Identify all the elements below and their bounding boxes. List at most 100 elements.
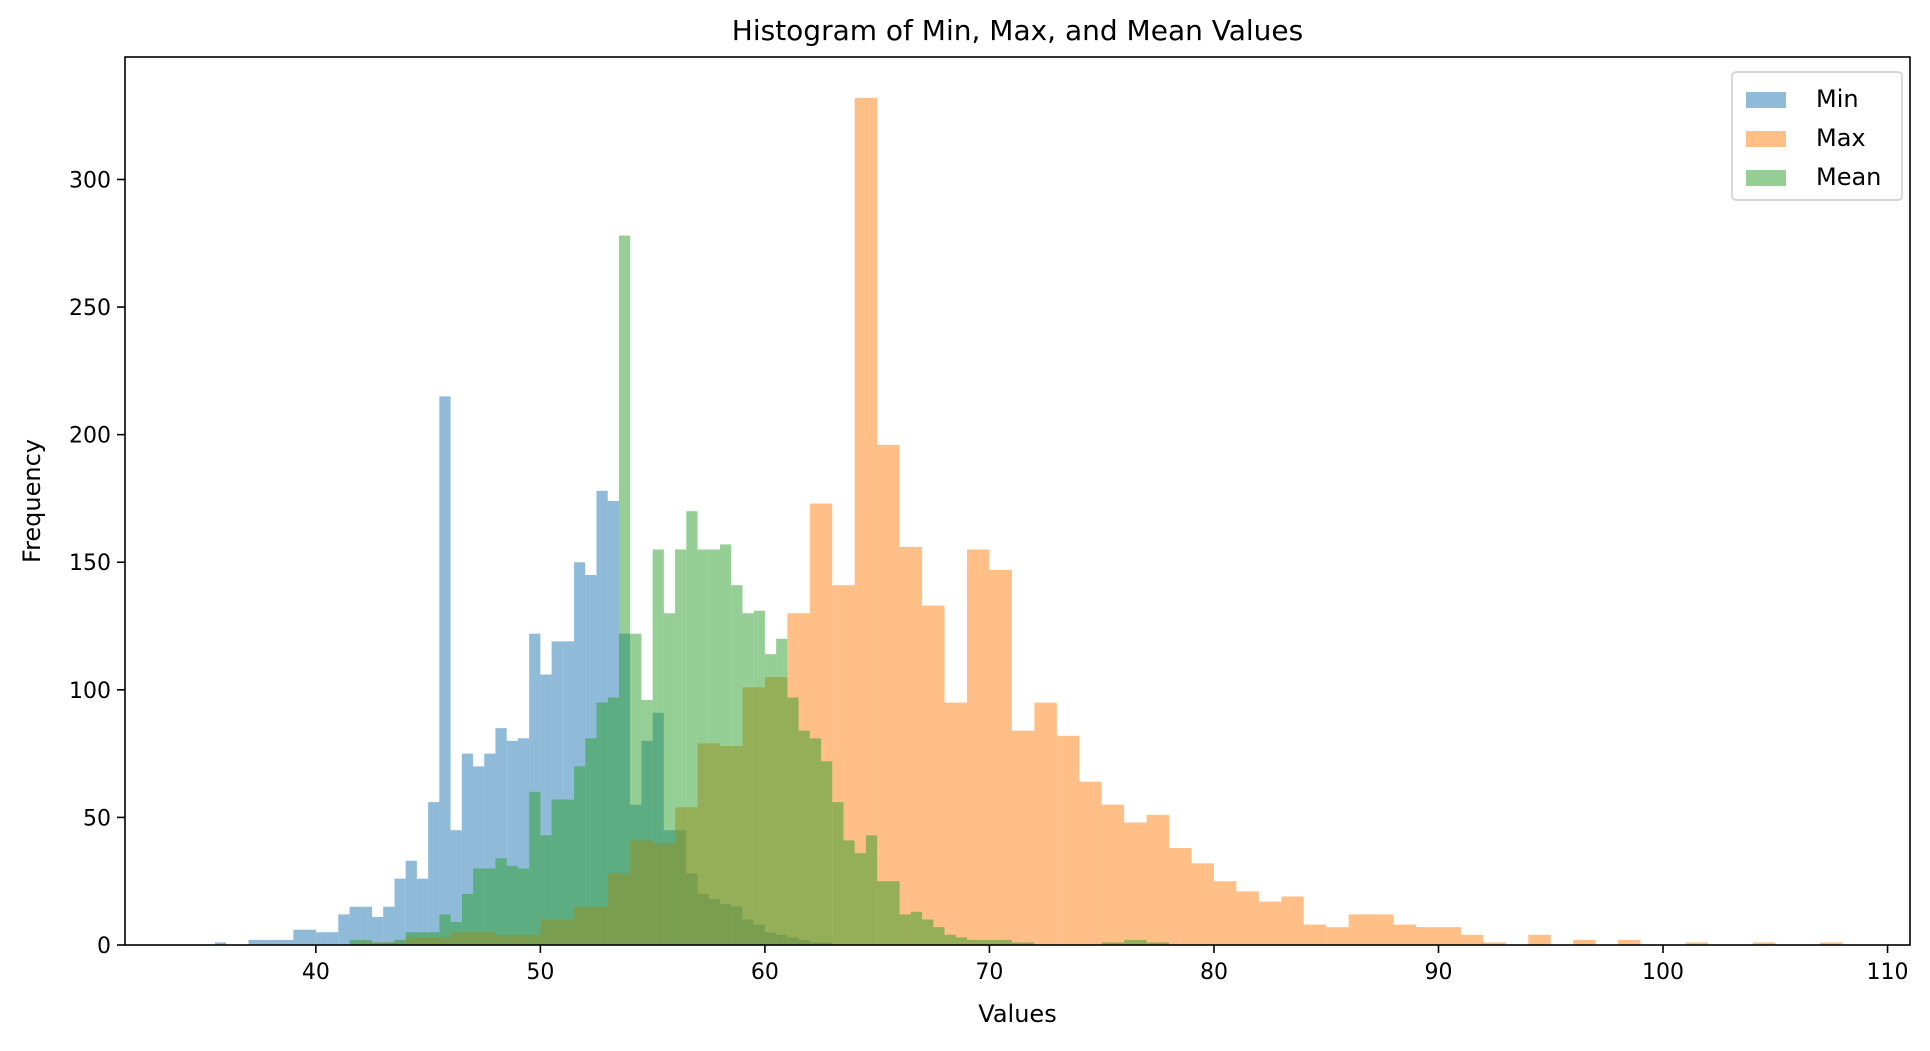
histogram-bar-max bbox=[1101, 804, 1125, 945]
histogram-bar-mean bbox=[888, 881, 900, 945]
histogram-bar-min bbox=[214, 942, 227, 945]
histogram-bar-min bbox=[562, 641, 575, 945]
histogram-bar-max bbox=[1438, 927, 1461, 945]
histogram-bar-mean bbox=[484, 868, 496, 945]
histogram-bar-max bbox=[1258, 901, 1282, 945]
histogram-bar-min bbox=[327, 932, 339, 945]
histogram-bar-mean bbox=[854, 853, 866, 945]
y-tick-label: 0 bbox=[97, 934, 111, 959]
x-tick-label: 40 bbox=[302, 960, 330, 985]
histogram-bar-max bbox=[1056, 735, 1080, 945]
histogram-bar-max bbox=[1528, 934, 1551, 945]
histogram-bar-mean bbox=[877, 881, 889, 945]
histogram-bar-mean bbox=[821, 761, 833, 945]
histogram-bar-max bbox=[1124, 822, 1147, 945]
histogram-bar-mean bbox=[708, 549, 720, 945]
histogram-bar-mean bbox=[473, 868, 485, 945]
histogram-bar-max bbox=[989, 569, 1012, 945]
histogram-bar-min bbox=[394, 878, 406, 945]
histogram-bar-mean bbox=[394, 939, 406, 945]
histogram-bar-mean bbox=[933, 927, 945, 945]
histogram-bar-max bbox=[966, 549, 990, 945]
histogram-bar-min bbox=[461, 753, 474, 945]
legend-swatch-mean bbox=[1746, 170, 1786, 186]
chart-title: Histogram of Min, Max, and Mean Values bbox=[732, 14, 1303, 47]
histogram-bar-min bbox=[293, 929, 316, 945]
histogram-bar-max bbox=[1371, 914, 1394, 945]
histogram-bar-mean bbox=[562, 799, 575, 945]
histogram-bar-max bbox=[1303, 924, 1327, 945]
y-tick-label: 200 bbox=[69, 424, 111, 449]
histogram-bar-max bbox=[1191, 863, 1214, 945]
legend-label-min: Min bbox=[1816, 85, 1859, 113]
histogram-bar-mean bbox=[574, 766, 586, 945]
histogram-bar-mean bbox=[618, 235, 631, 945]
histogram-bar-min bbox=[517, 738, 530, 945]
histogram-bar-mean bbox=[585, 738, 597, 945]
histogram-bar-mean bbox=[989, 939, 1012, 945]
histogram-bar-max bbox=[877, 444, 900, 945]
histogram-bar-min bbox=[349, 906, 361, 945]
histogram-bar-min bbox=[383, 906, 395, 945]
x-tick-label: 60 bbox=[751, 960, 779, 985]
x-tick-label: 70 bbox=[975, 960, 1003, 985]
x-tick-label: 90 bbox=[1424, 960, 1452, 985]
legend-label-max: Max bbox=[1816, 124, 1866, 152]
legend-swatch-min bbox=[1746, 92, 1786, 108]
histogram-bar-min bbox=[270, 939, 294, 945]
histogram-bar-max bbox=[1460, 934, 1484, 945]
y-axis-label: Frequency bbox=[18, 439, 46, 563]
histogram-bar-max bbox=[1573, 939, 1596, 945]
histogram-bar-mean bbox=[450, 922, 462, 945]
histogram-bar-mean bbox=[753, 610, 765, 945]
histogram-bar-mean bbox=[349, 939, 372, 945]
histogram-bar-mean bbox=[720, 544, 732, 945]
histogram-bar-mean bbox=[540, 835, 552, 945]
histogram-bar-max bbox=[1034, 702, 1057, 945]
legend-swatch-max bbox=[1746, 131, 1786, 147]
histogram-bar-min bbox=[529, 633, 541, 945]
histogram-bar-mean bbox=[922, 919, 934, 945]
histogram-bar-mean bbox=[899, 914, 911, 945]
histogram-bar-min bbox=[405, 860, 417, 945]
histogram-bar-min bbox=[473, 766, 485, 945]
y-tick-label: 250 bbox=[69, 296, 111, 321]
histogram-bar-mean bbox=[843, 840, 855, 945]
histogram-bar-mean bbox=[787, 697, 799, 945]
x-tick-label: 50 bbox=[526, 960, 554, 985]
histogram-bar-mean bbox=[742, 613, 754, 945]
histogram-bar-mean bbox=[686, 511, 698, 945]
histogram-bar-min bbox=[315, 932, 328, 945]
histogram-bar-mean bbox=[439, 914, 451, 945]
histogram-bar-max bbox=[1079, 781, 1102, 945]
histogram-bar-mean bbox=[798, 730, 810, 945]
x-axis-label: Values bbox=[978, 1000, 1056, 1028]
histogram-bar-min bbox=[248, 939, 271, 945]
histogram-bar-mean bbox=[663, 613, 676, 945]
histogram-bar-mean bbox=[371, 942, 395, 945]
histogram-bar-max bbox=[1416, 927, 1439, 945]
histogram-bar-max bbox=[1393, 924, 1417, 945]
histogram-bar-mean bbox=[652, 549, 664, 945]
legend: Min Max Mean bbox=[1731, 71, 1903, 201]
histogram-bar-min bbox=[574, 562, 586, 945]
histogram-bar-mean bbox=[495, 858, 507, 945]
histogram-bar-min bbox=[439, 396, 451, 946]
legend-label-mean: Mean bbox=[1816, 163, 1881, 191]
histogram-bar-mean bbox=[764, 654, 777, 945]
histogram-bar-max bbox=[1752, 942, 1776, 945]
histogram-bar-mean bbox=[865, 835, 878, 945]
bars-layer bbox=[214, 97, 1843, 946]
y-tick-label: 150 bbox=[69, 551, 111, 576]
histogram-bar-max bbox=[1213, 881, 1237, 945]
histogram-bar-mean bbox=[529, 791, 541, 945]
plot-frame bbox=[124, 56, 1911, 946]
x-tick-label: 100 bbox=[1642, 960, 1684, 985]
histogram-bar-mean bbox=[832, 802, 844, 945]
histogram-bar-max bbox=[899, 546, 923, 945]
histogram-bar-mean bbox=[697, 549, 709, 945]
y-tick-label: 300 bbox=[69, 168, 111, 193]
histogram-bar-max bbox=[1169, 848, 1192, 945]
